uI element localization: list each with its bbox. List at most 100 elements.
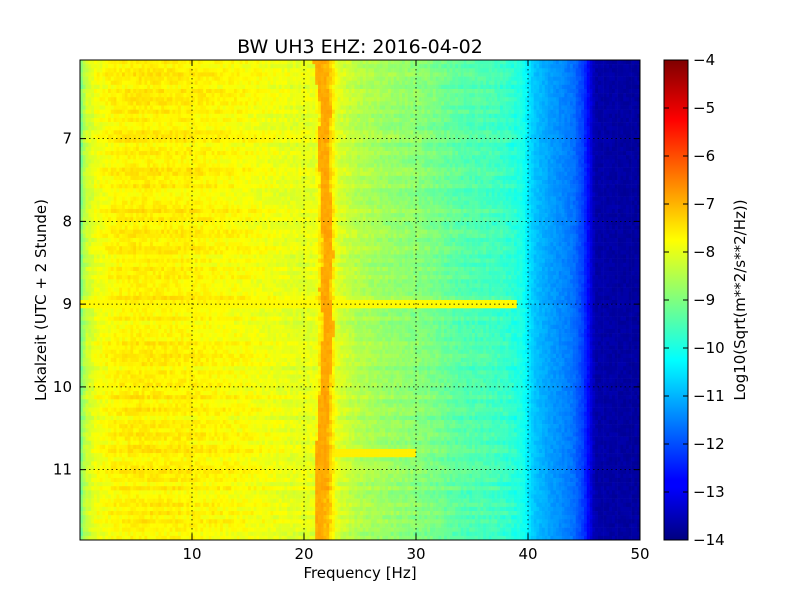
heatmap-cell bbox=[410, 146, 414, 152]
heatmap-cell bbox=[217, 80, 221, 86]
heatmap-cell bbox=[329, 101, 333, 106]
heatmap-cell bbox=[192, 130, 196, 135]
heatmap-cell bbox=[570, 117, 574, 123]
heatmap-cell bbox=[304, 130, 308, 135]
heatmap-cell bbox=[346, 117, 350, 123]
heatmap-cell bbox=[343, 64, 347, 69]
heatmap-cell bbox=[88, 122, 92, 127]
heatmap-cell bbox=[539, 151, 543, 156]
heatmap-cell bbox=[544, 134, 548, 139]
heatmap-cell bbox=[262, 122, 266, 127]
heatmap-cell bbox=[264, 134, 268, 139]
heatmap-cell bbox=[586, 155, 590, 160]
heatmap-cell bbox=[623, 88, 627, 94]
heatmap-cell bbox=[362, 80, 366, 86]
heatmap-cell bbox=[609, 159, 613, 164]
heatmap-cell bbox=[388, 72, 392, 77]
heatmap-cell bbox=[99, 88, 103, 94]
heatmap-cell bbox=[379, 117, 383, 123]
heatmap-cell bbox=[169, 134, 173, 139]
heatmap-cell bbox=[634, 72, 638, 77]
heatmap-cell bbox=[320, 126, 324, 131]
heatmap-cell bbox=[382, 109, 386, 115]
heatmap-cell bbox=[292, 130, 296, 135]
heatmap-cell bbox=[166, 64, 170, 69]
heatmap-cell bbox=[217, 72, 221, 77]
heatmap-cell bbox=[102, 93, 106, 98]
heatmap-cell bbox=[575, 146, 579, 152]
heatmap-cell bbox=[505, 138, 509, 144]
heatmap-cell bbox=[416, 134, 420, 139]
heatmap-cell bbox=[91, 105, 95, 110]
heatmap-cell bbox=[581, 122, 585, 127]
heatmap-cell bbox=[474, 68, 478, 73]
heatmap-cell bbox=[281, 97, 285, 102]
heatmap-cell bbox=[228, 134, 232, 139]
heatmap-cell bbox=[427, 151, 431, 156]
heatmap-cell bbox=[217, 122, 221, 127]
heatmap-cell bbox=[600, 84, 604, 90]
heatmap-cell bbox=[80, 84, 84, 90]
heatmap-cell bbox=[105, 146, 109, 152]
heatmap-cell bbox=[589, 80, 593, 86]
heatmap-cell bbox=[211, 138, 215, 144]
heatmap-cell bbox=[99, 60, 103, 65]
heatmap-cell bbox=[138, 109, 142, 115]
heatmap-cell bbox=[491, 64, 495, 69]
heatmap-cell bbox=[430, 122, 434, 127]
heatmap-cell bbox=[614, 101, 618, 106]
heatmap-cell bbox=[511, 72, 515, 77]
heatmap-cell bbox=[228, 68, 232, 73]
heatmap-cell bbox=[556, 122, 560, 127]
heatmap-cell bbox=[248, 159, 252, 164]
heatmap-cell bbox=[211, 64, 215, 69]
heatmap-cell bbox=[208, 142, 212, 148]
heatmap-cell bbox=[127, 159, 131, 164]
heatmap-cell bbox=[578, 117, 582, 123]
heatmap-cell bbox=[413, 126, 417, 131]
heatmap-cell bbox=[617, 151, 621, 156]
heatmap-cell bbox=[376, 126, 380, 131]
heatmap-cell bbox=[488, 138, 492, 144]
heatmap-cell bbox=[175, 72, 179, 77]
heatmap-cell bbox=[273, 159, 277, 164]
heatmap-cell bbox=[404, 122, 408, 127]
heatmap-cell bbox=[242, 68, 246, 73]
heatmap-cell bbox=[105, 142, 109, 148]
heatmap-cell bbox=[278, 113, 282, 119]
heatmap-cell bbox=[628, 101, 632, 106]
heatmap-cell bbox=[598, 93, 602, 98]
heatmap-cell bbox=[85, 72, 89, 77]
heatmap-cell bbox=[234, 109, 238, 115]
heatmap-cell bbox=[600, 72, 604, 77]
heatmap-cell bbox=[500, 130, 504, 135]
heatmap-cell bbox=[113, 97, 117, 102]
heatmap-cell bbox=[312, 76, 316, 81]
heatmap-cell bbox=[494, 142, 498, 148]
heatmap-cell bbox=[581, 76, 585, 81]
heatmap-cell bbox=[304, 84, 308, 90]
heatmap-cell bbox=[292, 105, 296, 110]
heatmap-cell bbox=[603, 113, 607, 119]
heatmap-cell bbox=[138, 97, 142, 102]
heatmap-cell bbox=[502, 72, 506, 77]
heatmap-cell bbox=[194, 134, 198, 139]
heatmap-cell bbox=[312, 72, 316, 77]
heatmap-cell bbox=[144, 88, 148, 94]
heatmap-cell bbox=[502, 151, 506, 156]
heatmap-cell bbox=[208, 64, 212, 69]
heatmap-cell bbox=[578, 146, 582, 152]
heatmap-cell bbox=[278, 84, 282, 90]
heatmap-cell bbox=[416, 113, 420, 119]
heatmap-cell bbox=[376, 64, 380, 69]
heatmap-cell bbox=[371, 138, 375, 144]
heatmap-cell bbox=[371, 146, 375, 152]
heatmap-cell bbox=[572, 101, 576, 106]
heatmap-cell bbox=[516, 142, 520, 148]
heatmap-cell bbox=[472, 130, 476, 135]
heatmap-cell bbox=[488, 159, 492, 164]
heatmap-cell bbox=[197, 155, 201, 160]
heatmap-cell bbox=[152, 122, 156, 127]
heatmap-cell bbox=[166, 60, 170, 65]
heatmap-cell bbox=[206, 134, 210, 139]
